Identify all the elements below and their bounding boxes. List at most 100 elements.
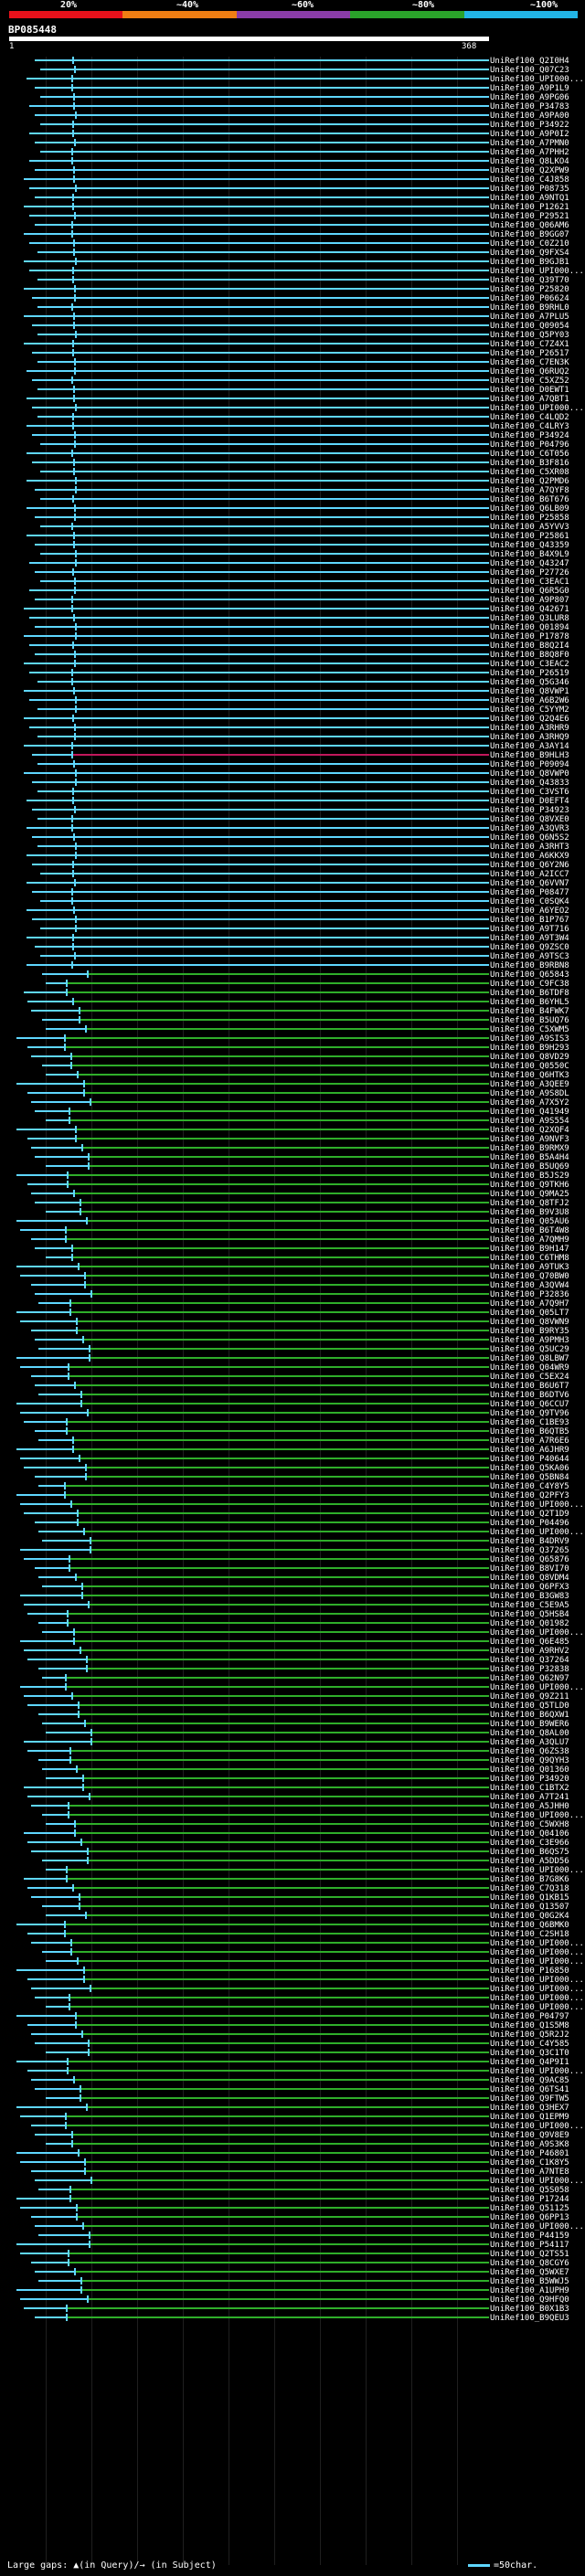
hit-label[interactable]: UniRef100_Q39T70 <box>490 276 569 285</box>
hit-label[interactable]: UniRef100_Q5R2J2 <box>490 2030 569 2040</box>
hit-label[interactable]: UniRef100_Q1EPM9 <box>490 2113 569 2122</box>
hit-label[interactable]: UniRef100_Q04WR9 <box>490 1363 569 1373</box>
hit-label[interactable]: UniRef100_UPI000... <box>490 267 584 276</box>
hit-label[interactable]: UniRef100_Q65876 <box>490 1555 569 1564</box>
hit-label[interactable]: UniRef100_Q5WXE7 <box>490 2268 569 2277</box>
hit-label[interactable]: UniRef100_Q5HSB4 <box>490 1610 569 1619</box>
hit-label[interactable]: UniRef100_Q5KA06 <box>490 1464 569 1473</box>
hit-label[interactable]: UniRef100_A9P1L9 <box>490 84 569 93</box>
hit-label[interactable]: UniRef100_Q2XPW9 <box>490 166 569 175</box>
hit-label[interactable]: UniRef100_P34923 <box>490 806 569 815</box>
hit-label[interactable]: UniRef100_C4LRY3 <box>490 422 569 431</box>
hit-label[interactable]: UniRef100_A9SIS3 <box>490 1034 569 1044</box>
hit-label[interactable]: UniRef100_D0EWT1 <box>490 386 569 395</box>
hit-label[interactable]: UniRef100_P25820 <box>490 285 569 294</box>
hit-label[interactable]: UniRef100_A9S3K8 <box>490 2140 569 2149</box>
hit-label[interactable]: UniRef100_P26517 <box>490 349 569 358</box>
hit-label[interactable]: UniRef100_B9RHL0 <box>490 303 569 313</box>
hit-label[interactable]: UniRef100_Q9FTW5 <box>490 2094 569 2104</box>
hit-label[interactable]: UniRef100_A5JHH0 <box>490 1802 569 1811</box>
hit-label[interactable]: UniRef100_A3RHT3 <box>490 843 569 852</box>
hit-label[interactable]: UniRef100_B5UQ69 <box>490 1162 569 1171</box>
hit-label[interactable]: UniRef100_B9GG07 <box>490 230 569 239</box>
hit-label[interactable]: UniRef100_Q2I0H4 <box>490 57 569 66</box>
hit-label[interactable]: UniRef100_Q4P9I1 <box>490 2058 569 2067</box>
hit-label[interactable]: UniRef100_A9RHV2 <box>490 1647 569 1656</box>
hit-label[interactable]: UniRef100_Q5TLD0 <box>490 1701 569 1711</box>
hit-label[interactable]: UniRef100_Q5UC29 <box>490 1345 569 1354</box>
hit-label[interactable]: UniRef100_Q01982 <box>490 1619 569 1628</box>
hit-label[interactable]: UniRef100_UPI000... <box>490 1811 584 1820</box>
hit-label[interactable]: UniRef100_UPI000... <box>490 1866 584 1875</box>
hit-label[interactable]: UniRef100_UPI000... <box>490 1683 584 1692</box>
hit-label[interactable]: UniRef100_A3RHQ9 <box>490 733 569 742</box>
hit-label[interactable]: UniRef100_C7EN3K <box>490 358 569 367</box>
hit-label[interactable]: UniRef100_Q6VVN7 <box>490 879 569 888</box>
hit-label[interactable]: UniRef100_Q43359 <box>490 541 569 550</box>
hit-label[interactable]: UniRef100_B4X9L9 <box>490 550 569 559</box>
hit-label[interactable]: UniRef100_C1BTX2 <box>490 1784 569 1793</box>
hit-label[interactable]: UniRef100_C4LQD2 <box>490 413 569 422</box>
hit-label[interactable]: UniRef100_C4J858 <box>490 175 569 185</box>
hit-label[interactable]: UniRef100_B9WER6 <box>490 1720 569 1729</box>
hit-label[interactable]: UniRef100_A9NVF3 <box>490 1135 569 1144</box>
hit-label[interactable]: UniRef100_B8Q8F0 <box>490 651 569 660</box>
hit-label[interactable]: UniRef100_B1P767 <box>490 916 569 925</box>
hit-label[interactable]: UniRef100_Q5PY03 <box>490 331 569 340</box>
hit-label[interactable]: UniRef100_B9HLH3 <box>490 751 569 760</box>
hit-label[interactable]: UniRef100_Q6N5S2 <box>490 833 569 843</box>
hit-label[interactable]: UniRef100_B6QXW1 <box>490 1711 569 1720</box>
hit-label[interactable]: UniRef100_A3QEE9 <box>490 1080 569 1089</box>
hit-label[interactable]: UniRef100_Q3LUR8 <box>490 614 569 623</box>
hit-label[interactable]: UniRef100_D0EFT4 <box>490 797 569 806</box>
hit-label[interactable]: UniRef100_UPI000... <box>490 2003 584 2012</box>
hit-label[interactable]: UniRef100_Q41949 <box>490 1108 569 1117</box>
hit-label[interactable]: UniRef100_UPI000... <box>490 1994 584 2003</box>
hit-label[interactable]: UniRef100_P06624 <box>490 294 569 303</box>
hit-label[interactable]: UniRef100_Q05LT7 <box>490 1309 569 1318</box>
hit-label[interactable]: UniRef100_Q6CCU7 <box>490 1400 569 1409</box>
hit-label[interactable]: UniRef100_Q8LBW7 <box>490 1354 569 1363</box>
hit-label[interactable]: UniRef100_Q8AL00 <box>490 1729 569 1738</box>
hit-label[interactable]: UniRef100_Q9Z211 <box>490 1692 569 1701</box>
hit-label[interactable]: UniRef100_Q8LKO4 <box>490 157 569 166</box>
hit-label[interactable]: UniRef100_C5E9A5 <box>490 1601 569 1610</box>
hit-label[interactable]: UniRef100_UPI000... <box>490 2222 584 2231</box>
hit-label[interactable]: UniRef100_B7G8K6 <box>490 1875 569 1884</box>
hit-label[interactable]: UniRef100_B0X1B3 <box>490 2305 569 2314</box>
hit-label[interactable]: UniRef100_P40644 <box>490 1455 569 1464</box>
hit-label[interactable]: UniRef100_UPI000... <box>490 1528 584 1537</box>
hit-label[interactable]: UniRef100_Q5S058 <box>490 2186 569 2195</box>
hit-label[interactable]: UniRef100_Q2XQF4 <box>490 1126 569 1135</box>
hit-label[interactable]: UniRef100_P25861 <box>490 532 569 541</box>
hit-label[interactable]: UniRef100_Q9HFQ0 <box>490 2295 569 2305</box>
hit-label[interactable]: UniRef100_Q3HEX7 <box>490 2104 569 2113</box>
hit-label[interactable]: UniRef100_P54117 <box>490 2241 569 2250</box>
hit-label[interactable]: UniRef100_Q9MA25 <box>490 1190 569 1199</box>
hit-label[interactable]: UniRef100_C7Z4X1 <box>490 340 569 349</box>
hit-label[interactable]: UniRef100_B9V3U8 <box>490 1208 569 1217</box>
hit-label[interactable]: UniRef100_C4Y585 <box>490 2040 569 2049</box>
hit-label[interactable]: UniRef100_B5UQ76 <box>490 1016 569 1025</box>
hit-label[interactable]: UniRef100_A3AY14 <box>490 742 569 751</box>
hit-label[interactable]: UniRef100_C9FC38 <box>490 980 569 989</box>
hit-label[interactable]: UniRef100_B6U6T7 <box>490 1382 569 1391</box>
hit-label[interactable]: UniRef100_Q2PMD6 <box>490 477 569 486</box>
hit-label[interactable]: UniRef100_B9RY35 <box>490 1327 569 1336</box>
hit-label[interactable]: UniRef100_P26519 <box>490 669 569 678</box>
hit-label[interactable]: UniRef100_C7Q318 <box>490 1884 569 1893</box>
hit-label[interactable]: UniRef100_Q9ZSC0 <box>490 943 569 952</box>
hit-label[interactable]: UniRef100_B4FWK7 <box>490 1007 569 1016</box>
hit-label[interactable]: UniRef100_Q6E485 <box>490 1638 569 1647</box>
hit-label[interactable]: UniRef100_A5DD56 <box>490 1857 569 1866</box>
hit-label[interactable]: UniRef100_UPI000... <box>490 1957 584 1966</box>
hit-label[interactable]: UniRef100_A9P807 <box>490 596 569 605</box>
hit-label[interactable]: UniRef100_P04496 <box>490 1519 569 1528</box>
hit-label[interactable]: UniRef100_Q6PP13 <box>490 2213 569 2222</box>
hit-label[interactable]: UniRef100_Q37264 <box>490 1656 569 1665</box>
hit-label[interactable]: UniRef100_Q06AM6 <box>490 221 569 230</box>
hit-label[interactable]: UniRef100_Q6TS41 <box>490 2085 569 2094</box>
hit-label[interactable]: UniRef100_A1UPH9 <box>490 2286 569 2295</box>
hit-label[interactable]: UniRef100_C3EAC1 <box>490 578 569 587</box>
hit-label[interactable]: UniRef100_B6QTB5 <box>490 1427 569 1436</box>
